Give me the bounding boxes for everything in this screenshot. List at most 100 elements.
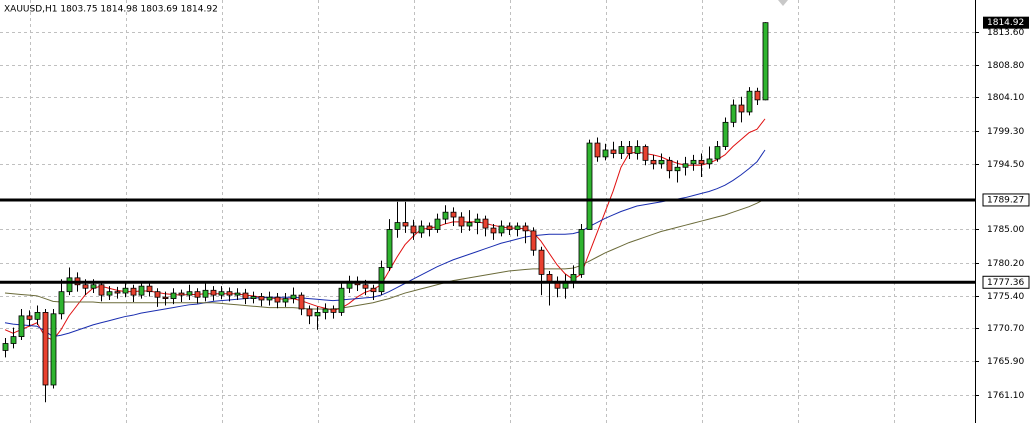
- candle-body: [546, 273, 553, 282]
- candle-body: [394, 222, 401, 230]
- candle-body: [234, 292, 241, 296]
- candle-body: [378, 267, 385, 293]
- candle-body: [730, 104, 737, 123]
- y-tick-label: 1770.70: [987, 324, 1024, 334]
- candle-body: [330, 308, 337, 313]
- moving-average-line: [4, 149, 766, 338]
- candle-body: [690, 159, 697, 165]
- candle-body: [154, 291, 161, 298]
- y-tick-label: 1813.60: [987, 28, 1024, 38]
- candle-body: [146, 285, 153, 293]
- candle-body: [274, 296, 281, 303]
- candle-body: [698, 159, 705, 165]
- candle-body: [306, 308, 313, 317]
- candle-body: [602, 149, 609, 158]
- candle-body: [362, 284, 369, 289]
- candle-body: [498, 225, 505, 234]
- current-price-label: 1814.92: [987, 18, 1024, 28]
- candle-body: [58, 291, 65, 315]
- current-price-box: [983, 16, 1029, 29]
- candle-body: [522, 225, 529, 232]
- candle-body: [266, 296, 273, 301]
- candle-body: [242, 292, 249, 299]
- candle-body: [218, 291, 225, 296]
- candle-body: [570, 273, 577, 282]
- candle-body: [370, 287, 377, 293]
- candle-body: [634, 146, 641, 154]
- candle-body: [122, 287, 129, 294]
- price-axis: 1813.60 1808.80 1804.10 1799.30 1794.50 1785.…: [975, 16, 1030, 401]
- candle-body: [290, 294, 297, 299]
- candle-body: [194, 291, 201, 298]
- candle-body: [722, 121, 729, 147]
- candle-body: [162, 296, 169, 299]
- candle-body: [10, 336, 17, 344]
- candle-body: [250, 296, 257, 299]
- y-tick-label: 1799.30: [987, 127, 1024, 137]
- candle-body: [202, 289, 209, 298]
- candle-body: [258, 296, 265, 301]
- candle-body: [50, 313, 57, 386]
- candle-body: [282, 298, 289, 303]
- plot: [0, 22, 975, 403]
- candle-body: [674, 166, 681, 172]
- candle-body: [402, 222, 409, 227]
- candle-body: [474, 218, 481, 223]
- candle-body: [26, 315, 33, 320]
- level-price-box: [982, 193, 1030, 207]
- candle-body: [746, 90, 753, 113]
- candle-body: [658, 159, 665, 165]
- candle-body: [506, 225, 513, 230]
- candle-body: [482, 218, 489, 229]
- candle-body: [578, 229, 585, 275]
- candle-body: [34, 312, 41, 320]
- candle-body: [714, 146, 721, 160]
- candle-body: [450, 211, 457, 218]
- candle-body: [754, 90, 761, 101]
- candle-body: [490, 227, 497, 234]
- chart-title: XAUUSD,H1 1803.75 1814.98 1803.69 1814.9…: [4, 5, 218, 15]
- candle-body: [106, 291, 113, 296]
- candle-body: [186, 291, 193, 296]
- y-tick-label: 1808.80: [987, 61, 1024, 71]
- candle-body: [666, 159, 673, 172]
- candle-body: [594, 142, 601, 158]
- candle-body: [586, 142, 593, 230]
- candle-body: [98, 284, 105, 296]
- candle-body: [322, 308, 329, 313]
- y-tick-label: 1765.90: [987, 357, 1024, 367]
- candle-body: [170, 292, 177, 299]
- candle-body: [114, 291, 121, 294]
- candle-body: [18, 315, 25, 338]
- candle-body: [762, 22, 769, 101]
- candle-body: [514, 225, 521, 230]
- candle-body: [458, 216, 465, 227]
- y-tick-label: 1794.50: [987, 160, 1024, 170]
- candle-body: [66, 277, 73, 293]
- candle-body: [682, 163, 689, 168]
- y-tick-label: 1804.10: [987, 93, 1024, 103]
- candle-body: [338, 287, 345, 313]
- candle-body: [298, 294, 305, 310]
- y-tick-label: 1761.10: [987, 391, 1024, 401]
- candle-body: [2, 343, 9, 351]
- candle-body: [642, 146, 649, 161]
- y-tick-label: 1780.20: [987, 259, 1024, 269]
- candle-body: [410, 225, 417, 234]
- candle-body: [618, 146, 625, 154]
- candle-body: [442, 211, 449, 220]
- candle-body: [226, 291, 233, 296]
- level-price-label: 1789.27: [987, 195, 1024, 205]
- candle-body: [418, 225, 425, 234]
- candle-body: [210, 289, 217, 296]
- moving-average-line: [4, 198, 766, 310]
- candle-body: [90, 284, 97, 289]
- candle-body: [314, 312, 321, 317]
- candle-body: [178, 292, 185, 296]
- candle-body: [706, 158, 713, 165]
- level-price-label: 1777.36: [987, 278, 1024, 288]
- chart-shift-marker: [778, 0, 788, 6]
- y-tick-label: 1785.00: [987, 225, 1024, 235]
